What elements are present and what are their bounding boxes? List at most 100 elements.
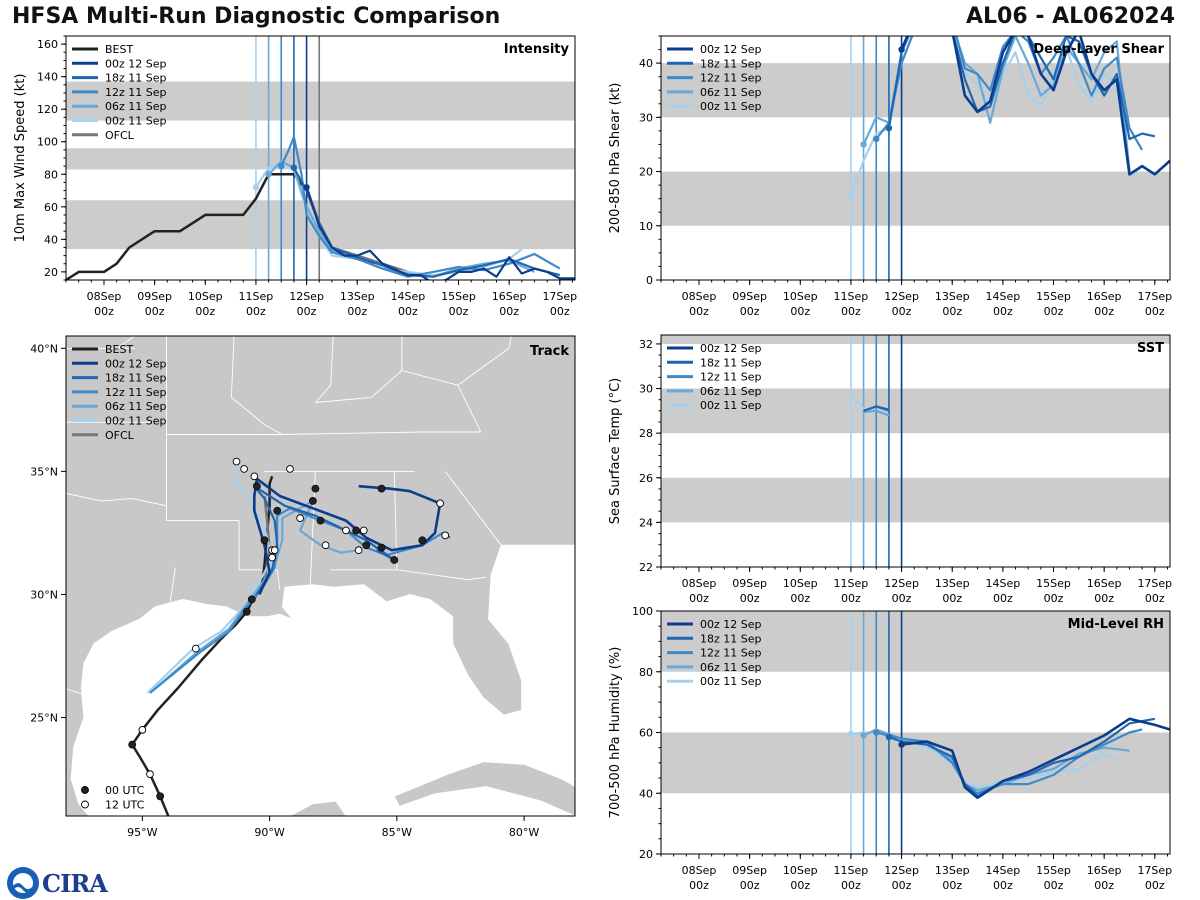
intensity-legend-label: 12z 11 Sep bbox=[105, 86, 167, 99]
track-marker-legend-dot bbox=[81, 786, 89, 794]
intensity-legend-label: 00z 11 Sep bbox=[105, 115, 167, 128]
sst-title: SST bbox=[1137, 341, 1164, 356]
track-point-00utc bbox=[260, 536, 269, 545]
rh-xtick-label: 00z bbox=[1094, 879, 1114, 892]
intensity-ytick-label: 20 bbox=[44, 266, 58, 279]
sst-legend-label: 00z 11 Sep bbox=[700, 399, 762, 412]
sst-ytick-label: 24 bbox=[639, 516, 653, 529]
intensity-xtick-label: 11Sep bbox=[239, 290, 274, 303]
sst-xtick-label: 00z bbox=[892, 592, 912, 605]
intensity-xtick-label: 13Sep bbox=[340, 290, 375, 303]
intensity-series-start-point bbox=[252, 184, 260, 191]
shear-ytick-label: 0 bbox=[646, 274, 653, 287]
track-state-border bbox=[315, 336, 512, 403]
sst-ytick-label: 22 bbox=[639, 561, 653, 574]
rh-xtick-label: 00z bbox=[892, 879, 912, 892]
shear-xtick-label: 00z bbox=[1145, 305, 1165, 318]
rh-ytick-label: 60 bbox=[639, 727, 653, 740]
sst-xtick-label: 16Sep bbox=[1087, 577, 1122, 590]
intensity-xtick-label: 00z bbox=[195, 305, 215, 318]
intensity-xtick-label: 00z bbox=[94, 305, 114, 318]
cira-logo: CIRA bbox=[6, 866, 108, 900]
rh-xtick-label: 00z bbox=[689, 879, 709, 892]
track-point-12utc bbox=[232, 457, 241, 466]
track-point-00utc bbox=[316, 516, 325, 525]
sst-band bbox=[661, 388, 1170, 434]
track-state-border bbox=[457, 385, 482, 433]
intensity-series-line bbox=[280, 135, 561, 278]
intensity-ylabel: 10m Max Wind Speed (kt) bbox=[13, 74, 28, 243]
track-point-00utc bbox=[273, 506, 282, 515]
shear-xtick-label: 00z bbox=[740, 305, 760, 318]
sst-xtick-label: 00z bbox=[1145, 592, 1165, 605]
shear-xtick-label: 00z bbox=[841, 305, 861, 318]
sst-xtick-label: 14Sep bbox=[985, 577, 1020, 590]
shear-xtick-label: 17Sep bbox=[1137, 290, 1172, 303]
track-line bbox=[253, 477, 442, 596]
shear-ytick-label: 20 bbox=[639, 166, 653, 179]
intensity-xtick-label: 00z bbox=[449, 305, 469, 318]
intensity-xtick-label: 16Sep bbox=[492, 290, 527, 303]
figure-title: HFSA Multi-Run Diagnostic Comparison bbox=[12, 4, 501, 29]
sst-series-line bbox=[863, 409, 890, 417]
sst-ytick-label: 30 bbox=[639, 383, 653, 396]
intensity-band bbox=[66, 148, 575, 170]
track-legend-label: 00z 12 Sep bbox=[105, 357, 167, 370]
shear-series-start-point bbox=[885, 124, 893, 132]
shear-series-start-point bbox=[898, 46, 905, 53]
track-state-border bbox=[116, 336, 135, 349]
track-legend-label: 18z 11 Sep bbox=[105, 372, 167, 385]
intensity-chart: 20 40 60 80 100 120 140 160 08Sep 00z 09Sep 00z 10Se… bbox=[13, 35, 577, 318]
track-point-12utc bbox=[354, 546, 363, 555]
track-state-border bbox=[66, 688, 87, 696]
sst-xtick-label: 17Sep bbox=[1137, 577, 1172, 590]
shear-series-line bbox=[875, 36, 1144, 151]
rh-series-start-point bbox=[885, 733, 893, 741]
intensity-xtick-label: 00z bbox=[550, 305, 570, 318]
intensity-xtick-label: 15Sep bbox=[441, 290, 476, 303]
rh-ylabel: 700-500 hPa Humidity (%) bbox=[608, 647, 623, 819]
storm-id: AL06 - AL062024 bbox=[966, 4, 1175, 29]
track-state-border bbox=[169, 567, 176, 602]
rh-xtick-label: 00z bbox=[942, 879, 962, 892]
track-xtick-label: 80°W bbox=[509, 826, 539, 839]
sst-xtick-label: 08Sep bbox=[682, 577, 717, 590]
track-point-00utc bbox=[242, 607, 251, 616]
shear-plot-area bbox=[661, 36, 1170, 280]
intensity-legend-label: 06z 11 Sep bbox=[105, 100, 167, 113]
sst-band bbox=[661, 477, 1170, 523]
rh-xtick-label: 00z bbox=[1145, 879, 1165, 892]
track-point-12utc bbox=[321, 541, 330, 550]
track-landmass bbox=[289, 800, 347, 816]
sst-legend-label: 06z 11 Sep bbox=[700, 385, 762, 398]
shear-series-line bbox=[900, 36, 1170, 176]
track-landmass bbox=[393, 761, 575, 816]
shear-xtick-label: 11Sep bbox=[834, 290, 869, 303]
track-marker-legend-label: 12 UTC bbox=[105, 799, 145, 812]
shear-legend-label: 00z 12 Sep bbox=[700, 43, 762, 56]
rh-xtick-label: 08Sep bbox=[682, 864, 717, 877]
track-ytick-label: 35°N bbox=[30, 465, 58, 478]
intensity-xtick-label: 00z bbox=[499, 305, 519, 318]
rh-ytick-label: 80 bbox=[639, 666, 653, 679]
rh-ytick-label: 40 bbox=[639, 787, 653, 800]
rh-xtick-label: 11Sep bbox=[834, 864, 869, 877]
shear-xtick-label: 00z bbox=[689, 305, 709, 318]
track-state-border bbox=[238, 520, 281, 590]
track-landmass bbox=[66, 336, 575, 816]
shear-legend-label: 00z 11 Sep bbox=[700, 100, 762, 113]
sst-xtick-label: 00z bbox=[740, 592, 760, 605]
sst-xtick-label: 00z bbox=[942, 592, 962, 605]
track-point-00utc bbox=[156, 792, 165, 801]
track-state-border bbox=[444, 471, 502, 546]
shear-band bbox=[661, 171, 1170, 226]
sst-legend-label: 12z 11 Sep bbox=[700, 371, 762, 384]
track-legend-label: BEST bbox=[105, 343, 133, 356]
sst-xtick-label: 00z bbox=[689, 592, 709, 605]
track-point-00utc bbox=[377, 484, 386, 493]
rh-xtick-label: 00z bbox=[1044, 879, 1064, 892]
track-title: Track bbox=[530, 344, 569, 359]
sst-frame bbox=[660, 334, 1171, 568]
track-xtick-label: 90°W bbox=[254, 826, 284, 839]
rh-xtick-label: 16Sep bbox=[1087, 864, 1122, 877]
